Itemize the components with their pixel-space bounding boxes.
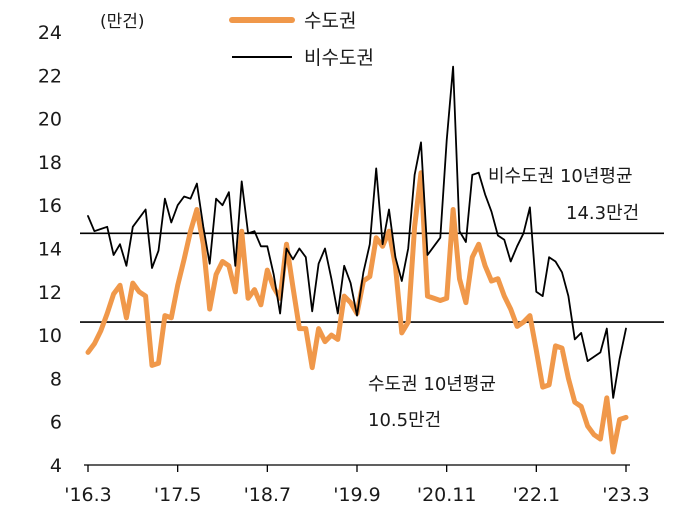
x-tick-label: '23.3 (602, 484, 650, 506)
noncapital-avg-label: 비수도권 10년평균 (488, 166, 633, 187)
x-tick-label: '16.3 (64, 484, 112, 506)
y-tick-label: 22 (38, 65, 62, 87)
capital-avg-value: 10.5만건 (368, 410, 441, 431)
y-tick-label: 4 (50, 455, 62, 477)
y-axis-ticks: 24 22 20 18 16 14 12 10 8 6 4 (38, 22, 62, 477)
x-tick-label: '19.9 (333, 484, 381, 506)
legend-label-capital: 수도권 (304, 10, 356, 32)
x-tick-label: '20.11 (417, 484, 477, 506)
legend-label-noncapital: 비수도권 (304, 47, 374, 69)
capital-avg-label: 수도권 10년평균 (368, 374, 496, 395)
y-tick-label: 24 (38, 22, 62, 44)
y-tick-label: 6 (50, 412, 62, 434)
legend: 수도권 비수도권 (229, 10, 374, 69)
noncapital-avg-value: 14.3만건 (566, 203, 639, 224)
series-lines (85, 65, 629, 455)
y-tick-label: 10 (38, 325, 62, 347)
y-tick-label: 12 (38, 282, 62, 304)
series-line-noncapital (87, 65, 627, 399)
y-tick-label: 20 (38, 109, 62, 131)
x-axis-ticks: '16.3 '17.5 '18.7 '19.9 '20.11 '22.1 '23.3 (64, 465, 650, 506)
x-tick-label: '22.1 (513, 484, 561, 506)
reference-lines (80, 232, 664, 323)
y-tick-label: 16 (38, 195, 62, 217)
y-tick-label: 18 (38, 152, 62, 174)
unit-label: (만건) (100, 12, 145, 32)
y-tick-label: 8 (50, 368, 62, 390)
y-tick-label: 14 (38, 239, 62, 261)
x-tick-label: '17.5 (154, 484, 202, 506)
x-tick-label: '18.7 (244, 484, 292, 506)
